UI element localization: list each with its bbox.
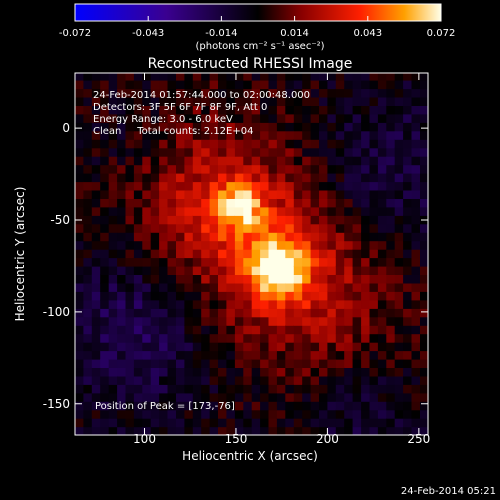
x-tick-label: 100 [133,432,156,446]
colorbar-tick-label: -0.043 [132,28,164,39]
heatmap-image [75,73,428,435]
colorbar-tick-label: -0.014 [205,28,237,39]
colorbar-unit-label: (photons cm⁻² s⁻¹ asec⁻²) [195,41,324,52]
annotation-detectors: Detectors: 3F 5F 6F 7F 8F 9F, Att 0 [93,102,267,113]
x-tick-label: 200 [316,432,339,446]
y-tick-label: -150 [43,397,70,411]
peak-position-label: Position of Peak = [173,-76] [95,401,235,412]
colorbar-tick-label: 0.014 [280,28,309,39]
y-tick-label: 0 [62,121,70,135]
colorbar-tick-label: -0.072 [59,28,91,39]
colorbar-tick-label: 0.043 [353,28,382,39]
colorbar [74,3,442,22]
y-tick-label: -50 [50,213,70,227]
plot-frame [74,72,429,436]
annotation-energy-range: Energy Range: 3.0 - 6.0 keV [93,114,233,125]
timestamp: 24-Feb-2014 05:21 [401,486,496,497]
annotation-clean-counts: Clean Total counts: 2.12E+04 [93,126,253,137]
chart-title: Reconstructed RHESSI Image [148,56,353,72]
x-tick-label: 250 [407,432,430,446]
y-axis-label: Heliocentric Y (arcsec) [13,187,27,322]
annotation-time-range: 24-Feb-2014 01:57:44.000 to 02:00:48.000 [93,90,310,101]
colorbar-ticks: -0.072 -0.043 -0.014 0.014 0.043 0.072 [59,16,455,39]
colorbar-tick-label: 0.072 [427,28,456,39]
axis-ticks: 100 150 200 250 0 -50 -100 -150 [43,73,430,446]
x-axis-label: Heliocentric X (arcsec) [182,449,318,463]
x-tick-label: 150 [225,432,248,446]
y-tick-label: -100 [43,305,70,319]
